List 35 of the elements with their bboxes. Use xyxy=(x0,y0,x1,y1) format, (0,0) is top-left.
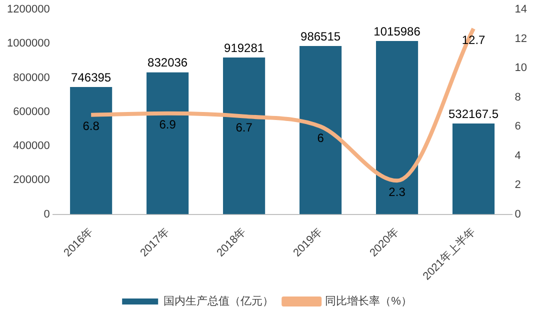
y-tick-label: 200000 xyxy=(13,174,50,186)
bar xyxy=(452,123,495,214)
bar xyxy=(300,46,342,214)
y2-tick-label: 14 xyxy=(514,4,528,16)
legend-label: 国内生产总值（亿元） xyxy=(164,294,274,308)
y2-tick-label: 6 xyxy=(514,120,521,133)
data-label: 919281 xyxy=(224,40,264,55)
y2-tick-label: 0 xyxy=(514,208,521,220)
y-tick-label: 800000 xyxy=(13,72,50,84)
y-tick-label: 400000 xyxy=(13,140,50,152)
legend-label: 同比增长率（%） xyxy=(325,294,412,308)
y2-tick-label: 12 xyxy=(514,32,528,45)
y2-tick-label: 8 xyxy=(514,91,521,104)
bar xyxy=(146,72,189,214)
y2-tick-label: 2 xyxy=(514,179,521,192)
bar xyxy=(223,57,266,214)
data-label: 12.7 xyxy=(462,32,486,47)
data-label: 6.8 xyxy=(82,119,100,134)
y-tick-label: 1000000 xyxy=(6,38,50,50)
data-label: 6.7 xyxy=(236,120,253,135)
y2-tick-label: 10 xyxy=(514,62,528,74)
y-tick-label: 1200000 xyxy=(6,4,50,16)
data-label: 832036 xyxy=(148,56,188,70)
data-label: 532167.5 xyxy=(448,106,499,121)
data-label: 746395 xyxy=(71,70,112,84)
y-tick-label: 0 xyxy=(44,208,50,220)
y-tick-label: 600000 xyxy=(13,106,50,118)
data-label: 1015986 xyxy=(374,24,421,38)
data-label: 6.9 xyxy=(159,118,176,132)
data-label: 6 xyxy=(317,130,324,145)
bar xyxy=(70,86,112,214)
data-label: 986515 xyxy=(300,29,341,44)
y2-tick-label: 4 xyxy=(514,150,521,162)
data-label: 2.3 xyxy=(388,184,406,199)
bar xyxy=(376,40,418,214)
